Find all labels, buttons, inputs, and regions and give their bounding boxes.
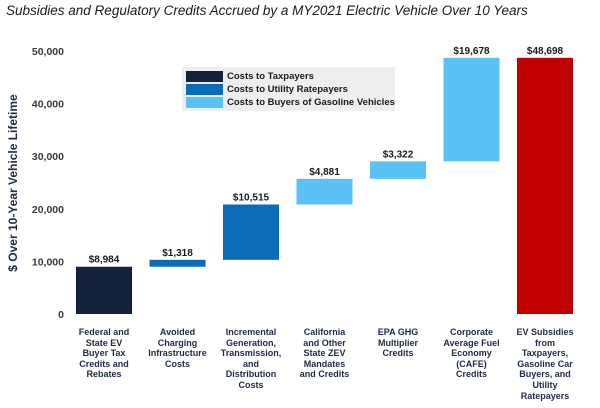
legend-item-ratepayers: Costs to Utility Ratepayers xyxy=(186,83,348,96)
bar xyxy=(149,259,206,267)
bar xyxy=(370,161,426,179)
legend: Costs to Taxpayers Costs to Utility Rate… xyxy=(182,67,395,111)
y-tick-label: 50,000 xyxy=(32,46,64,58)
bar xyxy=(76,266,132,314)
bars xyxy=(76,57,573,315)
y-tick-label: 0 xyxy=(58,309,64,321)
legend-item-taxpayers: Costs to Taxpayers xyxy=(186,70,314,83)
legend-label: Costs to Utility Ratepayers xyxy=(227,84,348,95)
data-label: $48,698 xyxy=(527,46,564,57)
x-tick-label: Avoided Charging Infrastructure Costs xyxy=(148,327,207,369)
data-label: $1,318 xyxy=(162,248,193,259)
x-tick-label: Incremental Generation, Transmission, and Di… xyxy=(220,327,282,391)
x-tick-label: Corporate Average Fuel Economy (CAFE) Credit… xyxy=(443,327,500,380)
data-label: $3,322 xyxy=(383,149,414,160)
x-tick-label: EV Subsidies from Taxpayers, Gasoline Car B… xyxy=(516,327,574,401)
legend-label: Costs to Taxpayers xyxy=(227,71,314,82)
x-tick-label: California and Other State ZEV Mandates and … xyxy=(299,327,350,380)
legend-swatch-ratepayers xyxy=(186,84,223,95)
legend-item-gasoline-buyers: Costs to Buyers of Gasoline Vehicles xyxy=(186,96,395,109)
bar xyxy=(223,204,279,260)
x-tick-label: EPA GHG Multiplier Credits xyxy=(377,327,419,359)
chart-title: Subsidies and Regulatory Credits Accrued… xyxy=(6,3,528,18)
y-tick-label: 10,000 xyxy=(32,256,64,268)
y-axis: 0 10,000 20,000 30,000 40,000 50,000 xyxy=(32,46,64,321)
legend-swatch-taxpayers xyxy=(186,71,223,82)
data-label: $19,678 xyxy=(453,46,490,57)
x-tick-label: Federal and State EV Buyer Tax Credits and R… xyxy=(78,327,130,380)
legend-label: Costs to Buyers of Gasoline Vehicles xyxy=(227,97,395,108)
data-label: $10,515 xyxy=(233,193,270,204)
y-tick-label: 20,000 xyxy=(32,204,64,216)
data-labels: $8,984 $1,318 $10,515 $4,881 $3,322 $19,678 $4… xyxy=(89,46,564,266)
bar xyxy=(296,178,353,205)
data-label: $8,984 xyxy=(89,255,120,266)
data-label: $4,881 xyxy=(309,167,340,178)
bar xyxy=(443,57,500,162)
bar xyxy=(517,57,573,315)
y-tick-label: 40,000 xyxy=(32,99,64,111)
y-tick-label: 30,000 xyxy=(32,151,64,163)
legend-swatch-gasoline-buyers xyxy=(186,97,223,108)
y-axis-label: $ Over 10-Year Vehicle Lifetime xyxy=(6,94,20,272)
